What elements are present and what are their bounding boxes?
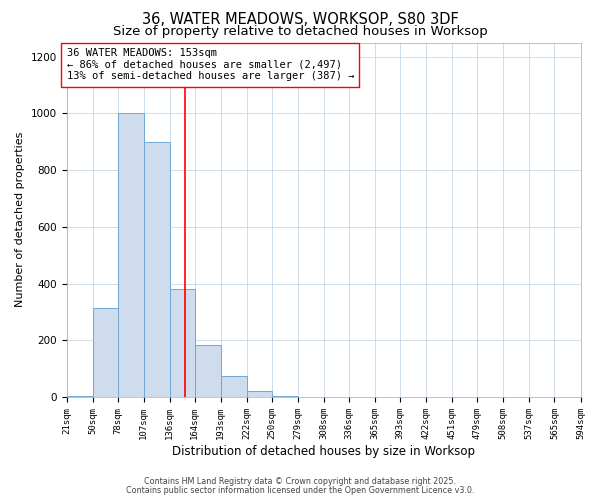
Bar [195, 344, 221, 397]
Text: Contains public sector information licensed under the Open Government Licence v3: Contains public sector information licen… [126, 486, 474, 495]
X-axis label: Distribution of detached houses by size in Worksop: Distribution of detached houses by size … [172, 444, 475, 458]
Bar [143, 142, 170, 397]
Text: 36 WATER MEADOWS: 153sqm
← 86% of detached houses are smaller (2,497)
13% of sem: 36 WATER MEADOWS: 153sqm ← 86% of detach… [67, 48, 354, 82]
Bar [247, 392, 272, 397]
Text: 36, WATER MEADOWS, WORKSOP, S80 3DF: 36, WATER MEADOWS, WORKSOP, S80 3DF [142, 12, 458, 28]
Bar [92, 308, 118, 397]
Text: Contains HM Land Registry data © Crown copyright and database right 2025.: Contains HM Land Registry data © Crown c… [144, 477, 456, 486]
Bar [272, 396, 298, 397]
Bar [170, 289, 195, 397]
Bar [221, 376, 247, 397]
Bar [67, 396, 92, 397]
Y-axis label: Number of detached properties: Number of detached properties [15, 132, 25, 308]
Bar [118, 114, 143, 397]
Text: Size of property relative to detached houses in Worksop: Size of property relative to detached ho… [113, 25, 487, 38]
